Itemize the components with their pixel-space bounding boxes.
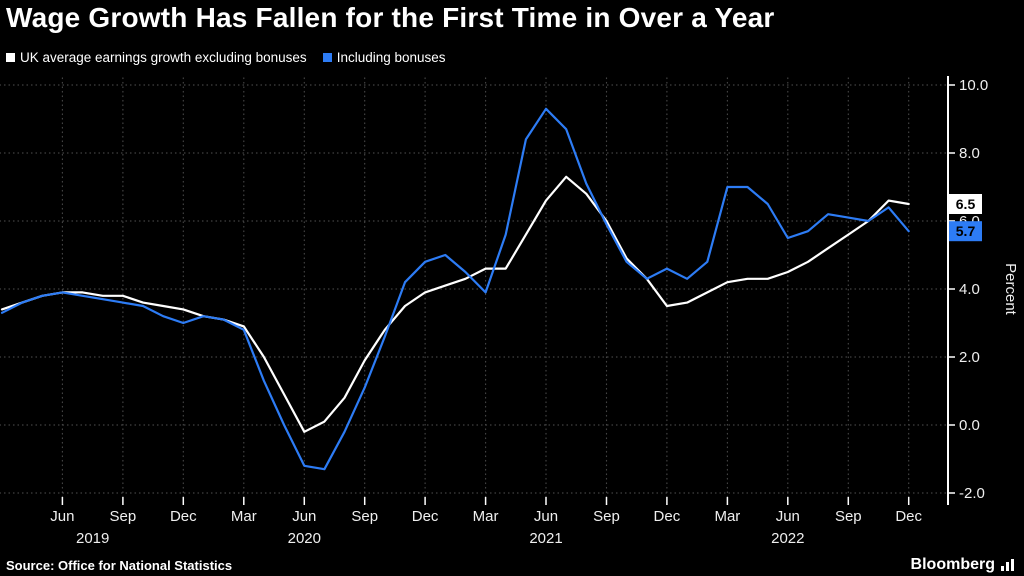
x-tick-label: Sep [835, 508, 862, 525]
end-value-badge [949, 221, 982, 242]
y-tick-label: 0.0 [959, 417, 980, 434]
y-axis-title: Percent [1002, 263, 1019, 316]
legend-swatch-white [6, 53, 15, 62]
x-year-label: 2022 [771, 530, 804, 547]
legend-label-excluding-bonuses: UK average earnings growth excluding bon… [20, 50, 307, 65]
x-tick-label: Sep [593, 508, 620, 525]
x-tick-label: Dec [170, 508, 197, 525]
legend-label-including-bonuses: Including bonuses [336, 50, 446, 65]
y-tick-label: 4.0 [959, 281, 980, 298]
y-tick-label: 10.0 [959, 77, 988, 94]
x-year-label: 2020 [288, 530, 321, 547]
end-value-label: 6.5 [956, 196, 976, 212]
y-tick-label: 8.0 [959, 145, 980, 162]
legend-item-excluding-bonuses: UK average earnings growth excluding bon… [6, 50, 307, 65]
x-tick-label: Mar [473, 508, 499, 525]
x-year-label: 2019 [76, 530, 109, 547]
wage-growth-line-chart: Jun Sep Dec Mar Jun Sep Dec Mar Jun Sep Dec Mar Jun S… [0, 76, 1019, 547]
legend-swatch-blue [322, 53, 332, 62]
end-value-label: 5.7 [956, 223, 976, 239]
x-tick-label: Dec [654, 508, 681, 525]
bloomberg-chart-icon [1001, 559, 1014, 571]
series-line-excluding-bonuses [0, 175, 910, 433]
x-tick-label: Jun [776, 508, 800, 525]
source-text: Source: Office for National Statistics [6, 557, 233, 573]
legend: UK average earnings growth excluding bon… [6, 50, 446, 65]
x-tick-label: Dec [412, 508, 439, 525]
bloomberg-logo: Bloomberg [911, 556, 1016, 574]
y-tick-label: -2.0 [959, 485, 985, 502]
x-tick-label: Mar [231, 508, 257, 525]
x-tick-label: Jun [50, 508, 74, 525]
bloomberg-wordmark: Bloomberg [910, 556, 995, 573]
series-line-including-bonuses [0, 107, 910, 471]
x-tick-label: Jun [534, 508, 558, 525]
x-tick-label: Sep [351, 508, 378, 525]
y-tick-label: 2.0 [959, 349, 980, 366]
footer: Source: Office for National Statistics B… [6, 556, 1016, 574]
chart-title: Wage Growth Has Fallen for the First Tim… [6, 2, 775, 33]
x-tick-label: Dec [895, 508, 922, 525]
x-tick-label: Sep [110, 508, 137, 525]
x-tick-label: Jun [292, 508, 316, 525]
x-year-label: 2021 [529, 530, 562, 547]
legend-item-including-bonuses: Including bonuses [322, 50, 446, 65]
x-tick-label: Mar [714, 508, 740, 525]
end-value-badge [949, 194, 982, 214]
